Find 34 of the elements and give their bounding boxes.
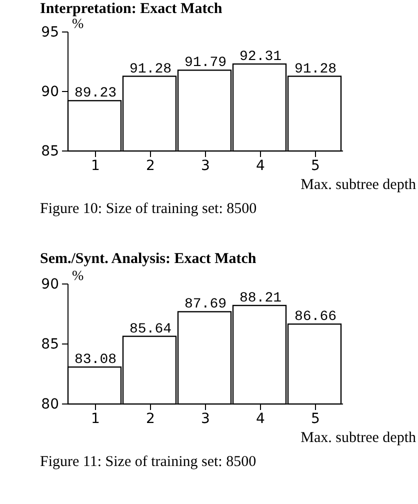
- x-axis-title: Max. subtree depth: [300, 177, 416, 193]
- data-label: 92.31: [239, 49, 282, 66]
- data-label: 83.08: [74, 352, 117, 368]
- y-axis-title: %: [72, 269, 84, 284]
- x-tick-label: 1: [91, 410, 100, 427]
- x-axis-title: Max. subtree depth: [300, 430, 416, 446]
- x-tick-label: 5: [311, 158, 320, 174]
- x-tick-label: 5: [311, 410, 320, 427]
- x-tick-label: 3: [201, 410, 210, 427]
- x-tick-label: 3: [201, 158, 210, 174]
- y-tick-label: 80: [41, 396, 59, 412]
- data-label: 87.69: [184, 296, 227, 313]
- data-label: 91.28: [129, 61, 172, 78]
- y-tick-label: 90: [41, 84, 59, 100]
- chart-title: Sem./Synt. Analysis: Exact Match: [40, 251, 257, 267]
- chart-title: Interpretation: Exact Match: [40, 1, 223, 17]
- caption: Figure 10: Size of training set: 8500: [40, 201, 257, 217]
- y-axis-title: %: [72, 17, 84, 32]
- data-label: 86.66: [294, 309, 337, 326]
- data-label: 88.21: [239, 290, 282, 306]
- caption: Figure 11: Size of training set: 8500: [40, 454, 256, 470]
- data-label: 85.64: [129, 321, 172, 338]
- x-tick-label: 1: [91, 158, 100, 174]
- x-tick-label: 4: [256, 158, 266, 174]
- y-tick-label: 85: [41, 143, 59, 160]
- data-label: 89.23: [74, 86, 117, 102]
- y-tick-label: 90: [41, 276, 59, 292]
- data-label: 91.79: [184, 55, 227, 72]
- x-tick-label: 2: [146, 158, 155, 174]
- data-label: 91.28: [294, 61, 337, 78]
- x-tick-label: 4: [256, 410, 266, 427]
- y-tick-label: 95: [41, 24, 59, 40]
- y-tick-label: 85: [41, 336, 59, 352]
- x-tick-label: 2: [146, 410, 155, 427]
